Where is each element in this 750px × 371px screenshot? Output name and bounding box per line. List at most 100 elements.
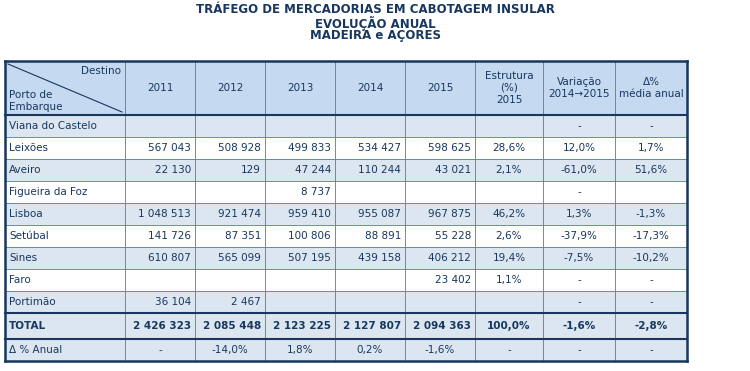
- Bar: [543, 225, 615, 247]
- Text: 129: 129: [242, 165, 261, 175]
- Text: 439 158: 439 158: [358, 253, 401, 263]
- Bar: [405, 225, 475, 247]
- Bar: [125, 269, 195, 291]
- Bar: [125, 115, 195, 137]
- Text: 43 021: 43 021: [435, 165, 471, 175]
- Text: -: -: [649, 297, 652, 307]
- Text: 2,1%: 2,1%: [496, 165, 522, 175]
- Bar: [5, 203, 125, 225]
- Bar: [335, 269, 405, 291]
- Text: 2 123 225: 2 123 225: [273, 321, 331, 331]
- Text: 2012: 2012: [217, 83, 243, 93]
- Text: 1,3%: 1,3%: [566, 209, 592, 219]
- Bar: [195, 181, 265, 203]
- Text: -7,5%: -7,5%: [564, 253, 594, 263]
- Text: 2 467: 2 467: [231, 297, 261, 307]
- Bar: [335, 339, 405, 361]
- Text: 1,1%: 1,1%: [496, 275, 522, 285]
- Bar: [195, 247, 265, 269]
- Bar: [125, 181, 195, 203]
- Text: 19,4%: 19,4%: [493, 253, 526, 263]
- Bar: [543, 137, 615, 159]
- Bar: [475, 181, 543, 203]
- Bar: [615, 247, 687, 269]
- Bar: [125, 159, 195, 181]
- Text: 47 244: 47 244: [295, 165, 331, 175]
- Bar: [475, 159, 543, 181]
- Bar: [543, 291, 615, 313]
- Bar: [405, 339, 475, 361]
- Bar: [405, 61, 475, 115]
- Text: -: -: [578, 297, 580, 307]
- Text: Δ%
média anual: Δ% média anual: [619, 77, 683, 99]
- Text: Lisboa: Lisboa: [9, 209, 43, 219]
- Bar: [615, 159, 687, 181]
- Text: 100,0%: 100,0%: [488, 321, 531, 331]
- Bar: [5, 313, 125, 339]
- Bar: [195, 313, 265, 339]
- Bar: [265, 203, 335, 225]
- Bar: [125, 291, 195, 313]
- Bar: [5, 269, 125, 291]
- Bar: [475, 339, 543, 361]
- Text: 2011: 2011: [147, 83, 173, 93]
- Text: 955 087: 955 087: [358, 209, 401, 219]
- Bar: [475, 313, 543, 339]
- Text: 36 104: 36 104: [154, 297, 191, 307]
- Text: Portimão: Portimão: [9, 297, 56, 307]
- Bar: [195, 225, 265, 247]
- Text: -37,9%: -37,9%: [560, 231, 598, 241]
- Bar: [125, 247, 195, 269]
- Bar: [5, 225, 125, 247]
- Bar: [335, 181, 405, 203]
- Text: Δ % Anual: Δ % Anual: [9, 345, 62, 355]
- Bar: [405, 291, 475, 313]
- Bar: [335, 225, 405, 247]
- Bar: [615, 225, 687, 247]
- Text: 87 351: 87 351: [225, 231, 261, 241]
- Text: -14,0%: -14,0%: [211, 345, 248, 355]
- Text: 28,6%: 28,6%: [493, 143, 526, 153]
- Bar: [543, 159, 615, 181]
- Bar: [405, 137, 475, 159]
- Text: 2 094 363: 2 094 363: [413, 321, 471, 331]
- Text: 12,0%: 12,0%: [562, 143, 596, 153]
- Bar: [195, 61, 265, 115]
- Bar: [543, 313, 615, 339]
- Bar: [475, 203, 543, 225]
- Text: 2 085 448: 2 085 448: [202, 321, 261, 331]
- Text: 567 043: 567 043: [148, 143, 191, 153]
- Bar: [195, 137, 265, 159]
- Text: MADEIRA e AÇORES: MADEIRA e AÇORES: [310, 29, 440, 42]
- Bar: [405, 159, 475, 181]
- Text: 1,8%: 1,8%: [286, 345, 314, 355]
- Text: -: -: [649, 345, 652, 355]
- Text: 51,6%: 51,6%: [634, 165, 668, 175]
- Text: -: -: [158, 345, 162, 355]
- Text: 534 427: 534 427: [358, 143, 401, 153]
- Text: -10,2%: -10,2%: [632, 253, 669, 263]
- Bar: [195, 115, 265, 137]
- Bar: [543, 269, 615, 291]
- Bar: [405, 313, 475, 339]
- Bar: [335, 247, 405, 269]
- Text: 110 244: 110 244: [358, 165, 401, 175]
- Bar: [265, 269, 335, 291]
- Text: -: -: [578, 187, 580, 197]
- Text: -: -: [578, 345, 580, 355]
- Text: -: -: [649, 275, 652, 285]
- Text: 2,6%: 2,6%: [496, 231, 522, 241]
- Bar: [265, 291, 335, 313]
- Bar: [405, 247, 475, 269]
- Text: -1,6%: -1,6%: [424, 345, 455, 355]
- Bar: [125, 313, 195, 339]
- Text: 406 212: 406 212: [428, 253, 471, 263]
- Text: 959 410: 959 410: [288, 209, 331, 219]
- Bar: [265, 61, 335, 115]
- Text: Sines: Sines: [9, 253, 37, 263]
- Bar: [405, 269, 475, 291]
- Text: 508 928: 508 928: [218, 143, 261, 153]
- Text: TRÁFEGO DE MERCADORIAS EM CABOTAGEM INSULAR: TRÁFEGO DE MERCADORIAS EM CABOTAGEM INSU…: [196, 3, 554, 16]
- Bar: [615, 61, 687, 115]
- Text: 8 737: 8 737: [302, 187, 331, 197]
